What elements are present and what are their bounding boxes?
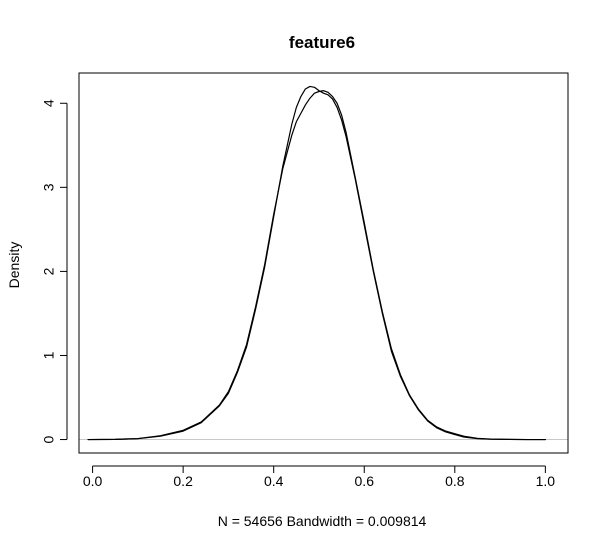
x-tick-label-5: 1.0 xyxy=(536,473,556,489)
density-line-2 xyxy=(87,90,546,441)
plot-frame xyxy=(78,72,569,454)
y-tick-label-4: 4 xyxy=(41,99,57,107)
y-tick-label-0: 0 xyxy=(41,435,57,443)
density-line-1 xyxy=(87,85,546,441)
x-tick-label-4: 0.8 xyxy=(445,473,465,489)
y-tick-label-2: 2 xyxy=(41,267,57,275)
x-tick-label-0: 0.0 xyxy=(83,473,103,489)
plot-layer: 0.0 0.2 0.4 0.6 0.8 1.0 0 1 2 3 4 xyxy=(41,72,569,489)
y-tick-label-3: 3 xyxy=(41,183,57,191)
x-tick-label-1: 0.2 xyxy=(173,473,193,489)
x-tick-label-2: 0.4 xyxy=(264,473,284,489)
y-tick-label-1: 1 xyxy=(41,351,57,359)
chart-title: feature6 xyxy=(289,33,355,52)
x-tick-label-3: 0.6 xyxy=(355,473,375,489)
chart-subtitle: N = 54656 Bandwidth = 0.009814 xyxy=(218,513,427,529)
y-axis-label: Density xyxy=(6,242,22,289)
